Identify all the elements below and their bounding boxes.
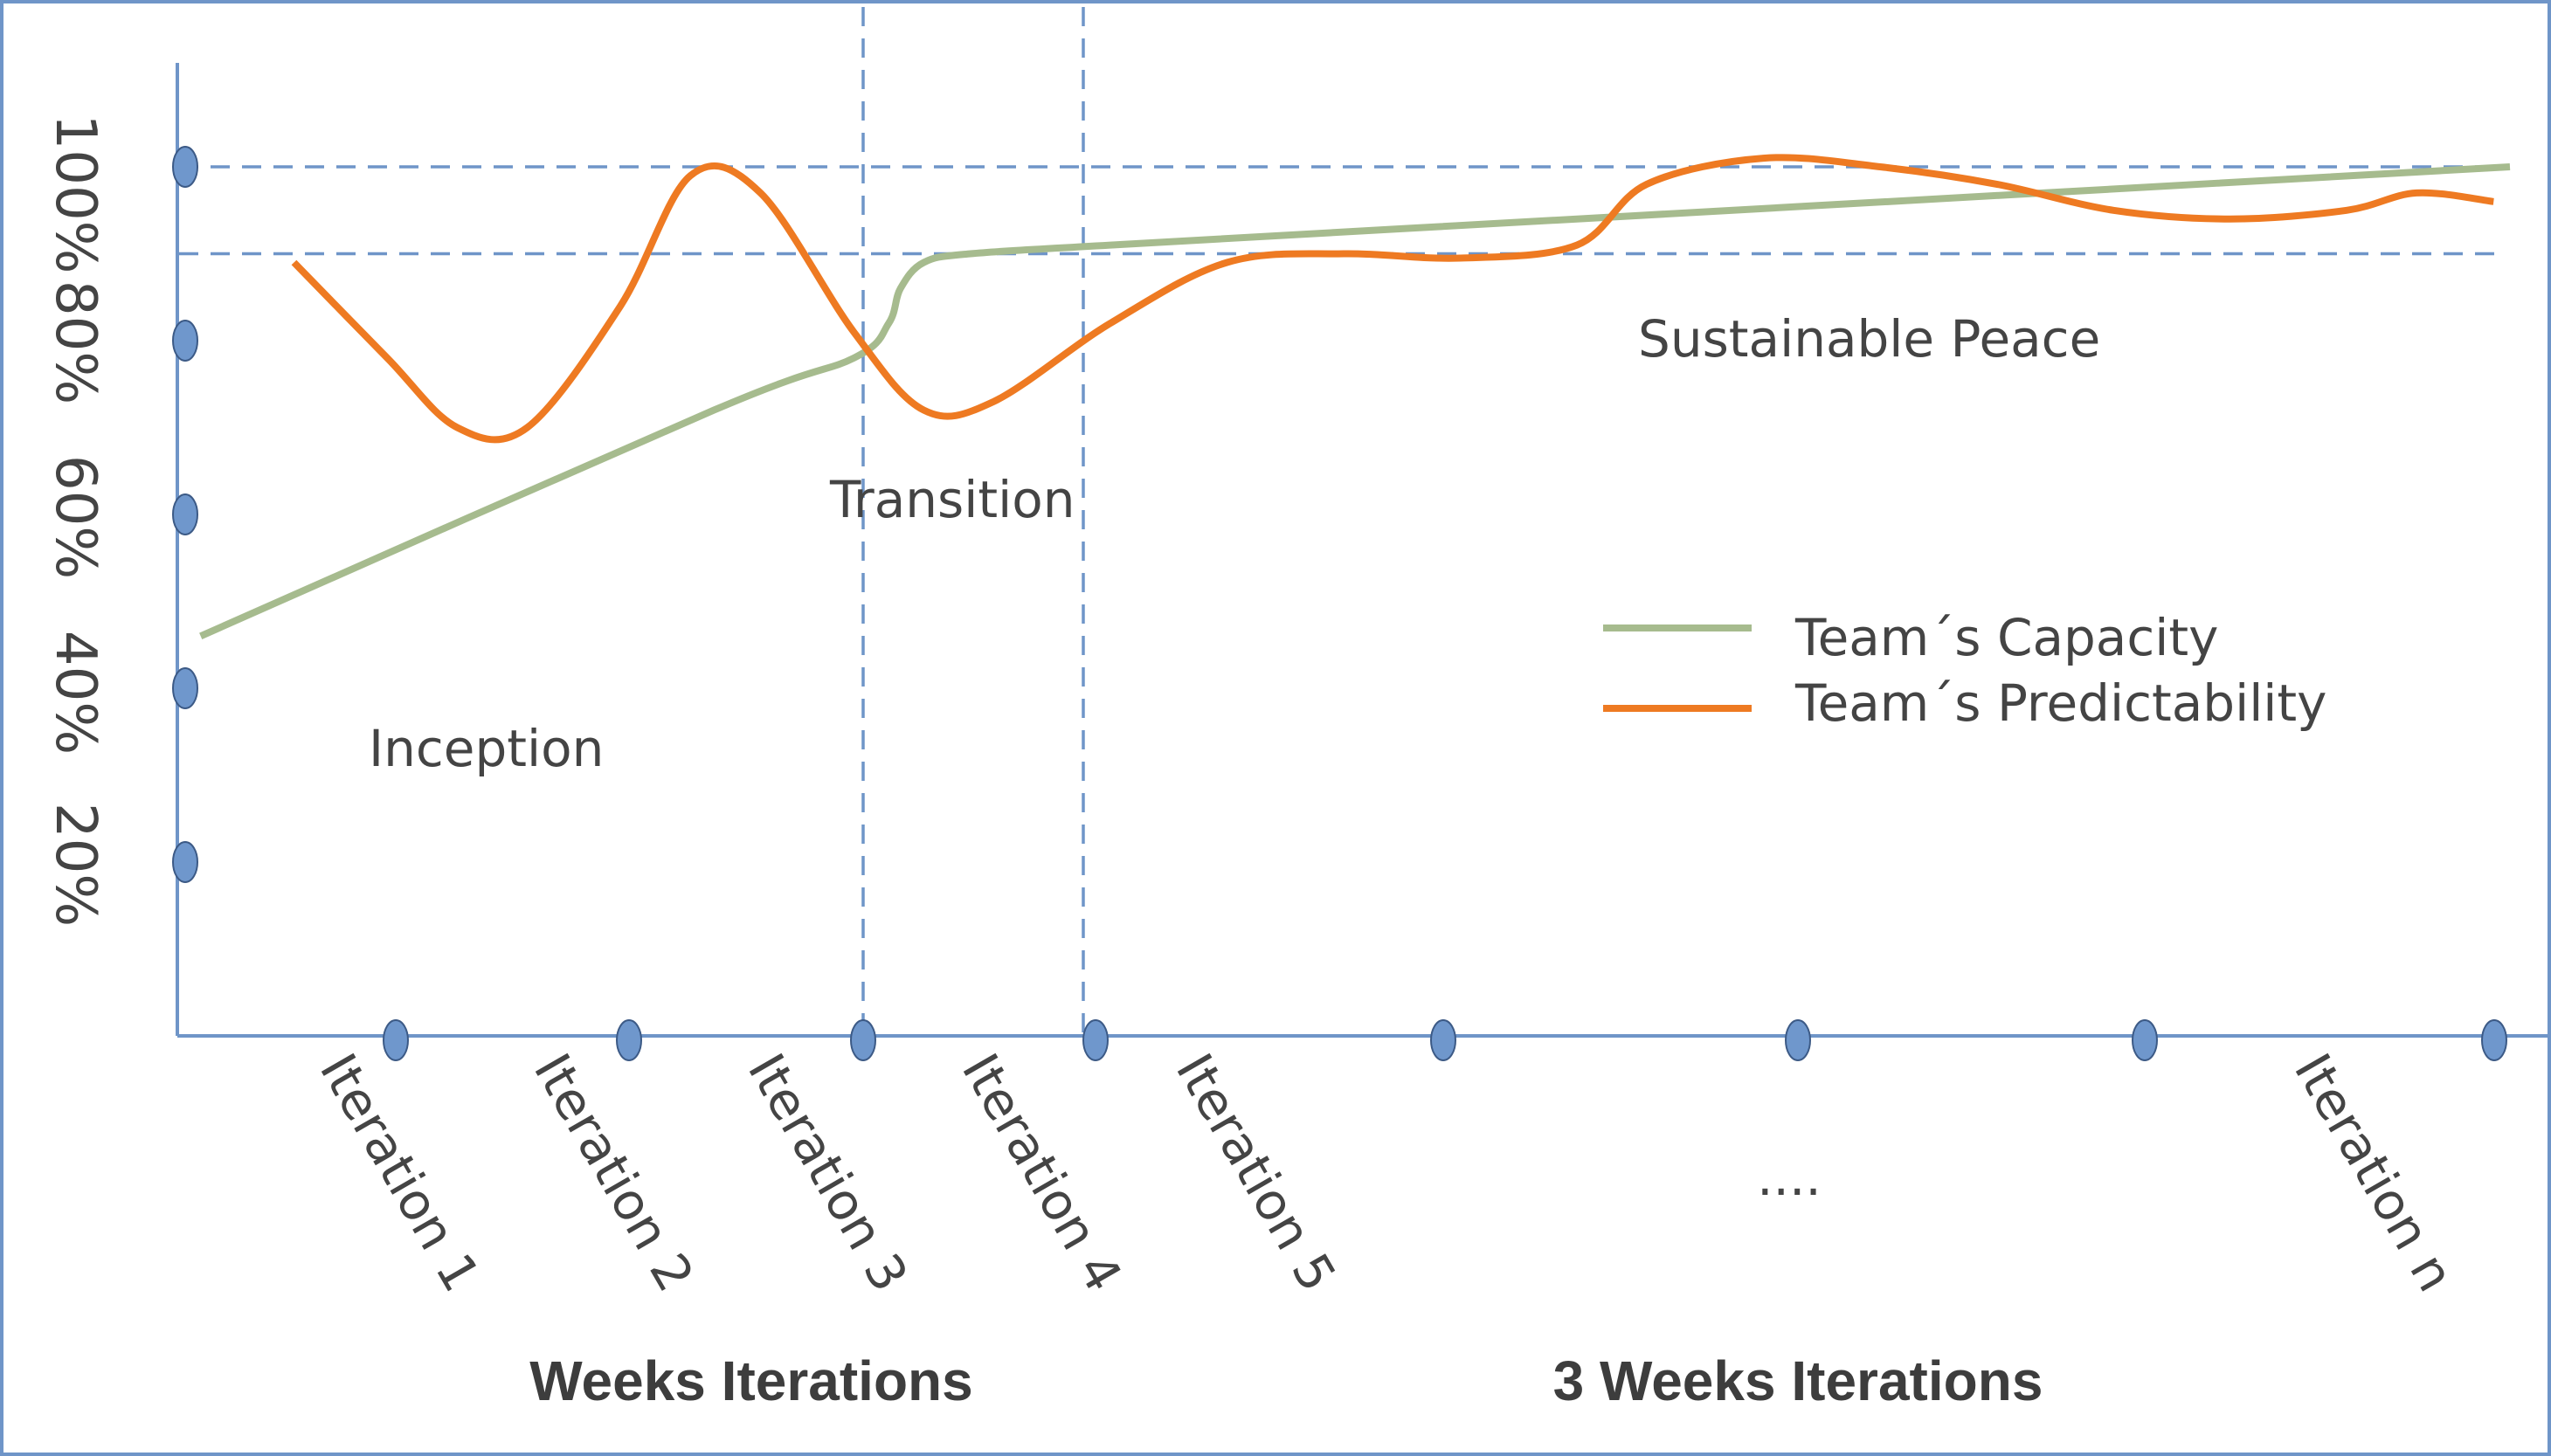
- y-tick-labels: 20% 40% 60% 80% 100%: [43, 114, 107, 928]
- x-tick-label-iteration-1: Iteration 1: [308, 1044, 492, 1301]
- phase-label-inception: Inception: [369, 719, 604, 778]
- x-axis-marker-4: [1430, 1019, 1456, 1061]
- group-label-3-weeks-iterations: 3 Weeks Iterations: [1553, 1349, 2043, 1412]
- y-tick-label-40: 40%: [43, 631, 107, 755]
- x-axis-marker-7: [2481, 1019, 2507, 1061]
- phase-label-sustainable-peace: Sustainable Peace: [1638, 309, 2100, 369]
- legend-label-capacity: Team´s Capacity: [1794, 608, 2218, 667]
- x-axis-marker-1: [616, 1019, 642, 1061]
- x-axis-marker-2: [850, 1019, 876, 1061]
- x-tick-labels: Iteration 1 Iteration 2 Iteration 3 Iter…: [308, 1044, 2465, 1301]
- y-tick-label-60: 60%: [43, 455, 107, 579]
- x-axis-marker-6: [2132, 1019, 2158, 1061]
- y-tick-label-20: 20%: [43, 803, 107, 927]
- y-axis-marker-4: [172, 146, 198, 188]
- y-axis-marker-3: [172, 320, 198, 362]
- x-tick-label-iteration-n: Iteration n: [2283, 1044, 2465, 1301]
- series-line-predictability: [291, 154, 2494, 444]
- y-tick-label-80: 80%: [43, 280, 107, 404]
- phase-label-transition: Transition: [829, 470, 1075, 529]
- reference-lines: [179, 7, 2506, 1036]
- x-tick-label-iteration-4: Iteration 4: [951, 1044, 1134, 1301]
- group-label-weeks-iterations: Weeks Iterations: [529, 1349, 972, 1412]
- series-line-capacity: [199, 163, 2511, 639]
- y-axis-marker-2: [172, 493, 198, 535]
- x-axis-marker-0: [383, 1019, 409, 1061]
- x-axis-marker-3: [1082, 1019, 1109, 1061]
- y-axis-marker-1: [172, 667, 198, 709]
- x-tick-ellipsis: ....: [1757, 1148, 1822, 1207]
- x-axis-marker-5: [1785, 1019, 1811, 1061]
- x-tick-label-iteration-2: Iteration 2: [522, 1044, 706, 1301]
- y-tick-label-100: 100%: [43, 114, 107, 274]
- series-layer: [199, 154, 2511, 639]
- legend: Team´s Capacity Team´s Predictability: [1603, 608, 2327, 733]
- y-axis-marker-0: [172, 841, 198, 883]
- x-tick-label-iteration-3: Iteration 3: [736, 1044, 920, 1301]
- axis-markers: [172, 146, 2507, 1061]
- x-tick-label-iteration-5: Iteration 5: [1165, 1044, 1348, 1301]
- legend-label-predictability: Team´s Predictability: [1794, 673, 2327, 733]
